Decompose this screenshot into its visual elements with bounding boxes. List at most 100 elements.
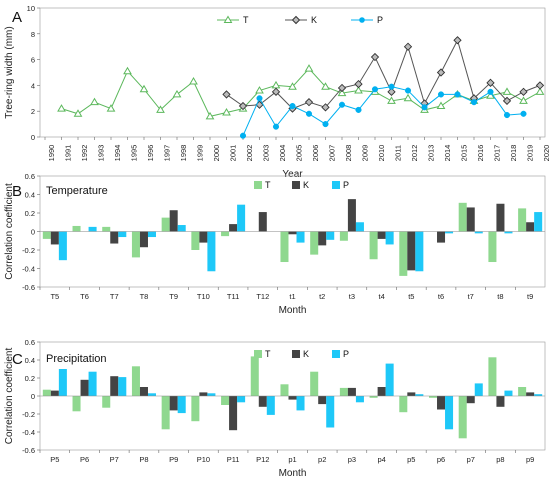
- data-point: [487, 88, 494, 95]
- y-axis-label: Correlation coefficient: [4, 183, 15, 280]
- panel-title: Precipitation: [46, 353, 107, 365]
- bar: [458, 396, 467, 439]
- x-tick-label: 2020: [542, 145, 550, 162]
- data-point: [271, 80, 281, 89]
- y-axis-label: Tree-ring width (mm): [4, 26, 15, 118]
- bar: [237, 396, 246, 403]
- y-tick-label: 2: [31, 107, 35, 116]
- x-tick-label: p4: [377, 455, 385, 464]
- y-tick-label: 0.2: [25, 374, 35, 383]
- bar: [177, 225, 186, 232]
- y-tick-label: -0.6: [22, 283, 35, 292]
- legend-label: K: [303, 349, 309, 359]
- x-tick-label: 2005: [295, 145, 304, 162]
- x-tick-label: 2009: [361, 145, 370, 162]
- legend-swatch: [332, 350, 340, 358]
- bar: [310, 371, 319, 396]
- data-point: [370, 52, 380, 62]
- bar: [496, 396, 505, 407]
- x-tick-label: T10: [197, 292, 210, 301]
- bar: [131, 366, 140, 396]
- data-point: [387, 96, 396, 104]
- x-tick-label: T9: [169, 292, 178, 301]
- data-point: [354, 86, 363, 94]
- x-tick-label: 2016: [476, 145, 485, 162]
- x-tick-label: P10: [197, 455, 210, 464]
- bar: [466, 396, 475, 404]
- bar: [280, 231, 289, 263]
- data-point: [189, 77, 198, 85]
- bar: [429, 396, 438, 398]
- bar: [118, 231, 127, 238]
- bar: [118, 377, 127, 396]
- data-point: [421, 104, 428, 111]
- series-T: [42, 356, 527, 439]
- bar: [72, 396, 81, 412]
- x-tick-label: 2001: [229, 145, 238, 162]
- data-point: [337, 83, 347, 93]
- data-point: [321, 103, 330, 112]
- data-point: [57, 104, 66, 112]
- data-point: [222, 90, 231, 99]
- bar: [437, 231, 446, 243]
- x-tick-label: T12: [256, 292, 269, 301]
- data-point: [255, 86, 264, 94]
- x-tick-label: t5: [408, 292, 414, 301]
- x-tick-label: t9: [527, 292, 533, 301]
- data-point: [403, 42, 413, 51]
- data-point: [535, 81, 545, 90]
- bar: [139, 231, 148, 248]
- series-T: [42, 202, 527, 276]
- data-point: [272, 123, 280, 130]
- x-tick-label: 2003: [262, 145, 271, 162]
- data-point: [156, 105, 165, 113]
- data-point: [271, 87, 281, 96]
- series-line: [242, 86, 524, 136]
- data-point: [222, 107, 231, 116]
- x-tick-label: p3: [348, 455, 356, 464]
- bar: [199, 231, 208, 243]
- data-point: [453, 36, 462, 45]
- x-tick-label: 2013: [427, 145, 436, 162]
- bar: [296, 231, 305, 243]
- data-point: [454, 91, 461, 98]
- bar: [58, 231, 67, 261]
- x-tick-label: t7: [468, 292, 474, 301]
- bar: [526, 392, 535, 396]
- bar: [288, 396, 297, 400]
- series-T: [57, 64, 545, 120]
- data-point: [205, 111, 215, 120]
- data-point: [337, 88, 347, 97]
- bar: [229, 396, 238, 431]
- data-point: [502, 96, 512, 106]
- data-point: [106, 104, 116, 112]
- data-point: [304, 98, 314, 107]
- series-K: [50, 199, 535, 271]
- x-tick-label: 2011: [394, 145, 403, 161]
- x-tick-label: t6: [438, 292, 444, 301]
- bar: [488, 357, 497, 396]
- bar: [355, 222, 364, 232]
- legend-marker: [291, 15, 301, 25]
- legend-swatch: [292, 350, 300, 358]
- bar: [339, 387, 348, 396]
- x-tick-label: t4: [378, 292, 384, 301]
- x-tick-label: 1991: [64, 145, 73, 162]
- bar: [42, 231, 51, 239]
- x-tick-label: 1994: [113, 145, 122, 162]
- y-tick-label: 0: [31, 228, 35, 237]
- bar: [191, 231, 200, 250]
- bar: [369, 231, 378, 260]
- bar: [466, 207, 475, 232]
- x-tick-label: 1992: [80, 145, 89, 162]
- x-tick-label: 1999: [196, 145, 205, 162]
- y-tick-label: 0: [31, 133, 35, 142]
- data-point: [519, 87, 528, 96]
- bar: [399, 231, 408, 276]
- bar: [347, 199, 356, 232]
- x-tick-label: T8: [140, 292, 149, 301]
- data-point: [486, 91, 495, 99]
- legend-label: P: [377, 15, 383, 25]
